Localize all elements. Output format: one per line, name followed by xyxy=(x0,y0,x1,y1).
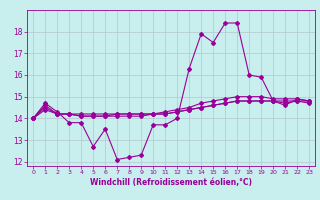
X-axis label: Windchill (Refroidissement éolien,°C): Windchill (Refroidissement éolien,°C) xyxy=(90,178,252,187)
